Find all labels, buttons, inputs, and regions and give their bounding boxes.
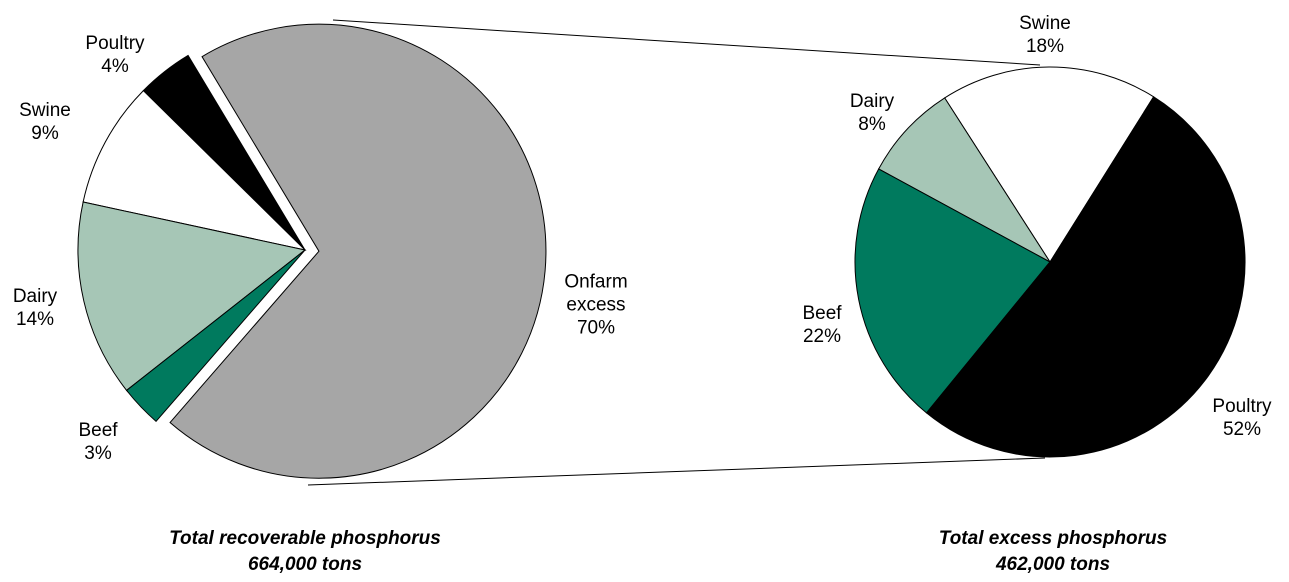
- slice-name: Beef: [802, 303, 842, 324]
- slice-label: Poultry 52%: [1197, 395, 1287, 441]
- slice-value: 3%: [84, 443, 112, 464]
- slice-value: 70%: [576, 317, 616, 339]
- slice-value: 4%: [101, 56, 129, 77]
- slice-label: Swine 18%: [1000, 12, 1090, 58]
- connector-line: [307, 457, 1046, 486]
- slice-label: Dairy 14%: [0, 285, 80, 331]
- slice-value: 14%: [15, 309, 55, 330]
- slice-label: Beef 3%: [53, 419, 143, 465]
- slice-value: 18%: [1025, 36, 1065, 57]
- slice-value: 22%: [802, 326, 842, 347]
- slice-label: Dairy 8%: [827, 90, 917, 136]
- slice-name: Beef: [78, 420, 118, 441]
- slice-label: Beef 22%: [777, 302, 867, 348]
- slice-name: Poultry: [85, 33, 145, 54]
- slice-name: Poultry: [1212, 396, 1272, 417]
- slice-value: 52%: [1222, 419, 1262, 440]
- slice-name: Swine: [19, 100, 71, 121]
- slice-label: Onfarm excess 70%: [556, 271, 636, 340]
- pie-slice: [854, 168, 1051, 414]
- pie-slice: [169, 23, 547, 479]
- chart-title: Total recoverable phosphorus: [169, 528, 441, 549]
- chart-subtitle: 462,000 tons: [995, 554, 1111, 575]
- connector-line: [332, 19, 1041, 66]
- chart-subtitle: 664,000 tons: [247, 554, 363, 575]
- pie-slice: [943, 66, 1155, 263]
- pie-slice: [125, 249, 306, 423]
- slice-value: 9%: [31, 123, 59, 144]
- pie-slice: [925, 96, 1246, 458]
- slice-value: 8%: [858, 114, 886, 135]
- pie-slice: [877, 97, 1051, 263]
- slice-name: Swine: [1019, 13, 1071, 34]
- slice-name: Onfarm excess: [564, 271, 628, 316]
- slice-name: Dairy: [12, 286, 58, 307]
- pie-slice: [82, 89, 307, 251]
- slice-label: Swine 9%: [0, 99, 90, 145]
- chart-title: Total excess phosphorus: [938, 528, 1168, 549]
- pie-slice: [77, 201, 307, 392]
- slice-label: Poultry 4%: [70, 32, 160, 78]
- slice-name: Dairy: [849, 91, 895, 112]
